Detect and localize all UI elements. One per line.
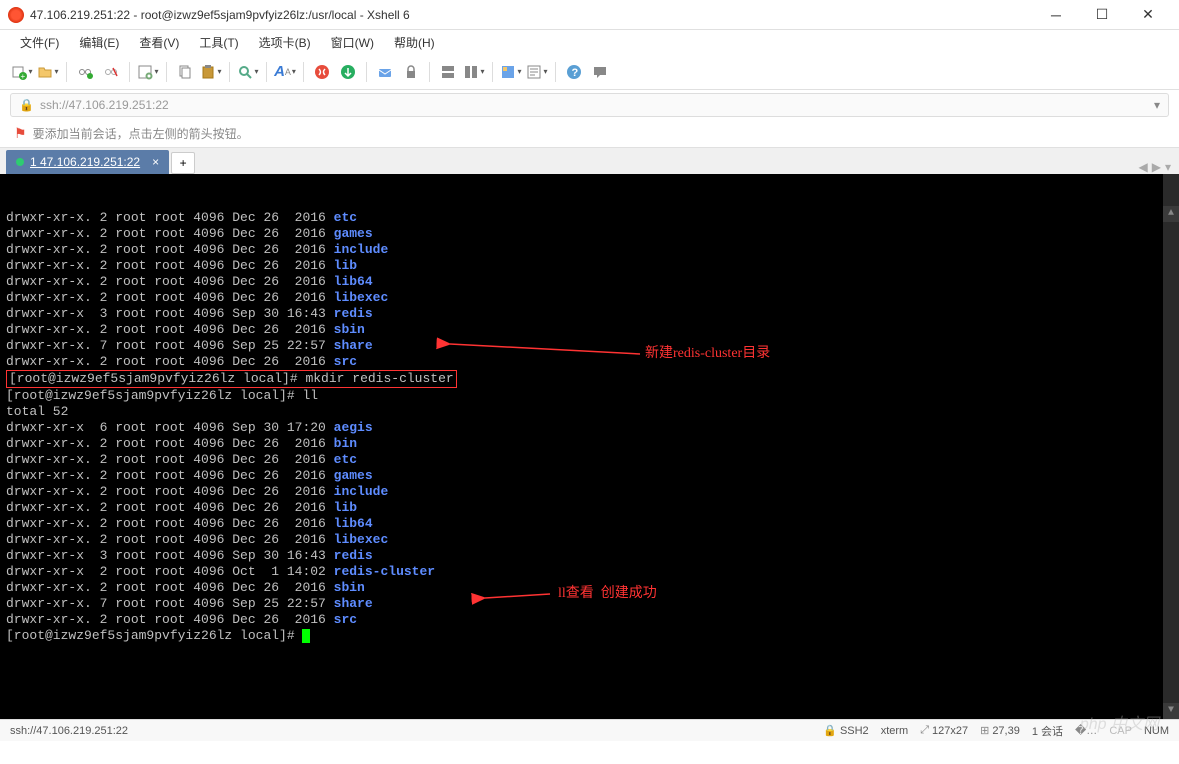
reconnect-icon[interactable] (73, 60, 97, 84)
status-num: NUM (1144, 725, 1169, 737)
status-pos: ⊞ 27,39 (980, 724, 1020, 737)
status-term: xterm (881, 725, 909, 737)
ls-row: drwxr-xr-x. 2 root root 4096 Dec 26 2016… (6, 484, 1173, 500)
ls-row: drwxr-xr-x. 2 root root 4096 Dec 26 2016… (6, 354, 1173, 370)
paste-icon[interactable]: ▾ (199, 60, 223, 84)
ls-row: drwxr-xr-x. 7 root root 4096 Sep 25 22:5… (6, 338, 1173, 354)
address-dropdown-icon[interactable]: ▾ (1154, 98, 1160, 112)
session-tab[interactable]: 1 47.106.219.251:22 × (6, 150, 169, 174)
ls-row: drwxr-xr-x 3 root root 4096 Sep 30 16:43… (6, 306, 1173, 322)
ls-row: drwxr-xr-x. 2 root root 4096 Dec 26 2016… (6, 500, 1173, 516)
flag-icon: ⚑ (14, 125, 27, 142)
status-ssh: 🔒SSH2 (823, 724, 868, 737)
tab-label: 1 47.106.219.251:22 (30, 155, 140, 169)
menu-help[interactable]: 帮助(H) (386, 32, 443, 53)
tab-menu-icon[interactable]: ▾ (1165, 160, 1171, 174)
copy-icon[interactable] (173, 60, 197, 84)
minimize-button[interactable]: ─ (1033, 0, 1079, 30)
ls-row: drwxr-xr-x. 2 root root 4096 Dec 26 2016… (6, 580, 1173, 596)
status-cap: CAP (1109, 725, 1132, 737)
prompt-ll: [root@izwz9ef5sjam9pvfyiz26lz local]# ll (6, 388, 1173, 404)
new-session-icon[interactable]: +▾ (10, 60, 34, 84)
ls-row: drwxr-xr-x. 2 root root 4096 Dec 26 2016… (6, 322, 1173, 338)
ls-row: drwxr-xr-x. 2 root root 4096 Dec 26 2016… (6, 258, 1173, 274)
scroll-up-icon[interactable]: ▲ (1163, 206, 1179, 222)
compose-icon[interactable] (373, 60, 397, 84)
menu-window[interactable]: 窗口(W) (323, 32, 382, 53)
total-line: total 52 (6, 404, 1173, 420)
xftp-icon[interactable] (336, 60, 360, 84)
disconnect-icon[interactable] (99, 60, 123, 84)
menu-tools[interactable]: 工具(T) (191, 32, 246, 53)
ls-row: drwxr-xr-x. 2 root root 4096 Dec 26 2016… (6, 290, 1173, 306)
ls-row: drwxr-xr-x. 2 root root 4096 Dec 26 2016… (6, 532, 1173, 548)
hintbar: ⚑ 要添加当前会话，点击左侧的箭头按钮。 (0, 120, 1179, 148)
ls-row: drwxr-xr-x. 2 root root 4096 Dec 26 2016… (6, 516, 1173, 532)
prompt-mkdir: [root@izwz9ef5sjam9pvfyiz26lz local]# mk… (6, 370, 1173, 388)
maximize-button[interactable]: ☐ (1079, 0, 1125, 30)
status-dot-icon (16, 158, 24, 166)
help-icon[interactable]: ? (562, 60, 586, 84)
ls-row: drwxr-xr-x. 2 root root 4096 Dec 26 2016… (6, 226, 1173, 242)
ls-row: drwxr-xr-x. 2 root root 4096 Dec 26 2016… (6, 436, 1173, 452)
ls-row: drwxr-xr-x. 2 root root 4096 Dec 26 2016… (6, 210, 1173, 226)
status-connection: ssh://47.106.219.251:22 (10, 725, 823, 737)
svg-text:+: + (21, 72, 26, 80)
scroll-down-icon[interactable]: ▼ (1163, 703, 1179, 719)
lock-icon[interactable] (399, 60, 423, 84)
feedback-icon[interactable] (588, 60, 612, 84)
ls-row: drwxr-xr-x. 2 root root 4096 Dec 26 2016… (6, 452, 1173, 468)
statusbar: ssh://47.106.219.251:22 🔒SSH2 xterm ⤢ 12… (0, 719, 1179, 741)
tabbar: 1 47.106.219.251:22 × + ◀ ▶ ▾ (0, 148, 1179, 174)
ls-row: drwxr-xr-x 3 root root 4096 Sep 30 16:43… (6, 548, 1173, 564)
lock-icon: 🔒 (19, 98, 34, 112)
ls-row: drwxr-xr-x. 2 root root 4096 Dec 26 2016… (6, 468, 1173, 484)
ls-row: drwxr-xr-x 6 root root 4096 Sep 30 17:20… (6, 420, 1173, 436)
menu-file[interactable]: 文件(F) (12, 32, 67, 53)
status-sessions: 1 会话 (1032, 723, 1063, 739)
svg-text:?: ? (572, 67, 579, 79)
font-icon[interactable]: AA▾ (273, 60, 297, 84)
open-icon[interactable]: ▾ (36, 60, 60, 84)
find-icon[interactable]: ▾ (236, 60, 260, 84)
titlebar: 47.106.219.251:22 - root@izwz9ef5sjam9pv… (0, 0, 1179, 30)
app-icon (8, 7, 24, 23)
terminal[interactable]: ▲ ▼ drwxr-xr-x. 2 root root 4096 Dec 26 … (0, 174, 1179, 719)
new-tab-button[interactable]: + (171, 152, 195, 174)
xshell-icon[interactable] (310, 60, 334, 84)
ls-row: drwxr-xr-x. 2 root root 4096 Dec 26 2016… (6, 242, 1173, 258)
menu-edit[interactable]: 编辑(E) (71, 32, 127, 53)
close-button[interactable]: ✕ (1125, 0, 1171, 30)
scrollbar[interactable]: ▲ ▼ (1163, 174, 1179, 719)
toolbar: +▾ ▾ ▾ ▾ ▾ AA▾ ▾ ▾ ▾ ? (0, 54, 1179, 90)
tab-prev-icon[interactable]: ◀ (1139, 160, 1148, 174)
window-title: 47.106.219.251:22 - root@izwz9ef5sjam9pv… (30, 8, 1033, 22)
ls-row: drwxr-xr-x. 7 root root 4096 Sep 25 22:5… (6, 596, 1173, 612)
menu-tabs[interactable]: 选项卡(B) (251, 32, 319, 53)
horizontal-split-icon[interactable] (436, 60, 460, 84)
tab-close-icon[interactable]: × (152, 155, 159, 169)
ls-row: drwxr-xr-x. 2 root root 4096 Dec 26 2016… (6, 274, 1173, 290)
highlight-icon[interactable]: ▾ (499, 60, 523, 84)
vertical-split-icon[interactable]: ▾ (462, 60, 486, 84)
address-input[interactable]: 🔒 ssh://47.106.219.251:22 ▾ (10, 93, 1169, 117)
ls-row: drwxr-xr-x 2 root root 4096 Oct 1 14:02 … (6, 564, 1173, 580)
menubar: 文件(F) 编辑(E) 查看(V) 工具(T) 选项卡(B) 窗口(W) 帮助(… (0, 30, 1179, 54)
status-size: ⤢ 127x27 (920, 724, 968, 737)
prompt-cursor: [root@izwz9ef5sjam9pvfyiz26lz local]# (6, 628, 1173, 644)
addressbar: 🔒 ssh://47.106.219.251:22 ▾ (0, 90, 1179, 120)
status-link-icon: �… (1075, 724, 1097, 737)
menu-view[interactable]: 查看(V) (131, 32, 187, 53)
address-text: ssh://47.106.219.251:22 (40, 98, 1154, 112)
hint-text: 要添加当前会话，点击左侧的箭头按钮。 (33, 125, 249, 142)
ls-row: drwxr-xr-x. 2 root root 4096 Dec 26 2016… (6, 612, 1173, 628)
script-icon[interactable]: ▾ (525, 60, 549, 84)
properties-icon[interactable]: ▾ (136, 60, 160, 84)
tab-next-icon[interactable]: ▶ (1152, 160, 1161, 174)
